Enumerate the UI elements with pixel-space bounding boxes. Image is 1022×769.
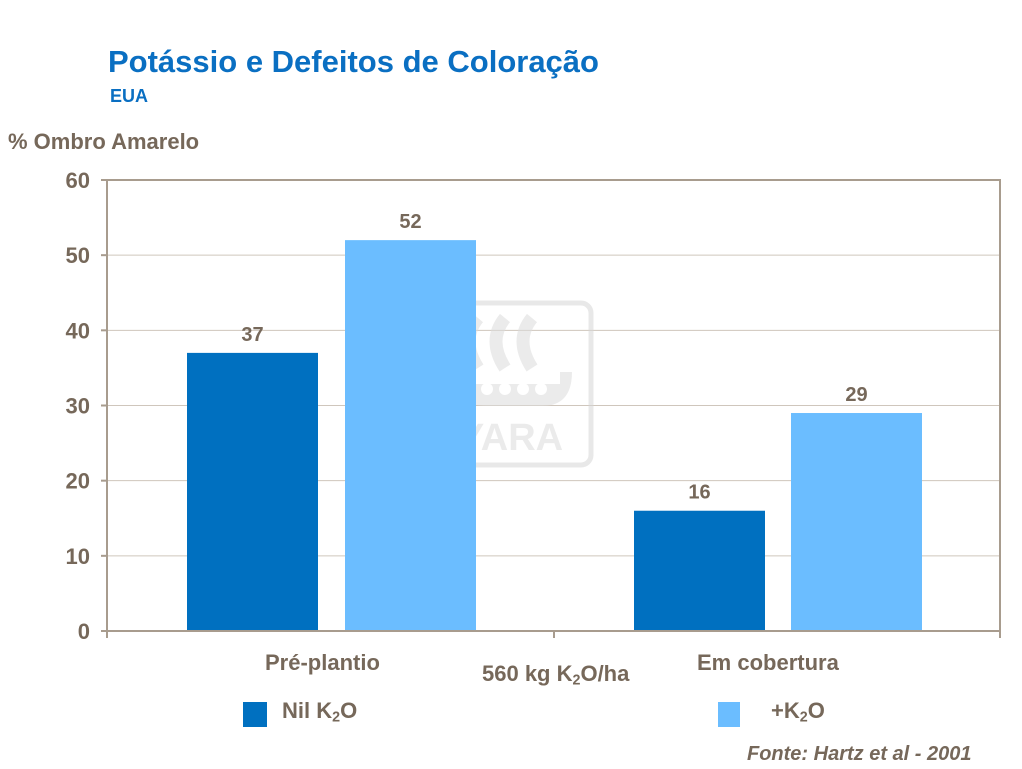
- legend-swatch-nil-k2o: [243, 702, 267, 727]
- category-label-em-cobertura: Em cobertura: [697, 650, 839, 675]
- data-label: 37: [241, 324, 263, 346]
- bar-nil-k2o-0: [187, 352, 318, 631]
- legend-text: +K: [771, 698, 800, 723]
- x-axis-label: 560 kg K2O/ha: [482, 661, 630, 689]
- chart-title: Potássio e Defeitos de Coloração: [108, 44, 599, 79]
- bar-plus-k2o-0: [345, 240, 476, 631]
- legend-text-end: O: [807, 698, 825, 723]
- bar-nil-k2o-1: [634, 510, 765, 631]
- legend-subscript: 2: [799, 709, 808, 726]
- y-axis-label: % Ombro Amarelo: [8, 129, 200, 154]
- legend-label-nil-k2o: Nil K2O: [282, 698, 358, 726]
- legend-text: Nil K: [282, 698, 333, 723]
- bar-plus-k2o-1: [791, 413, 922, 631]
- x-axis-label-text: 560 kg K: [482, 661, 573, 686]
- y-tick-label: 50: [66, 243, 90, 268]
- y-tick-label: 10: [66, 544, 90, 569]
- x-axis-label-subscript: 2: [572, 672, 581, 689]
- data-label: 52: [399, 211, 421, 233]
- y-tick-label: 30: [66, 394, 90, 419]
- source-note: Fonte: Hartz et al - 2001: [747, 743, 972, 765]
- category-label-pre-plantio: Pré-plantio: [265, 650, 380, 675]
- legend-label-plus-k2o: +K2O: [771, 698, 825, 726]
- logo-text: YARA: [459, 417, 563, 459]
- y-tick-label: 60: [66, 168, 90, 193]
- data-label: 29: [845, 384, 867, 406]
- legend-swatch-plus-k2o: [718, 702, 740, 727]
- legend-text-end: O: [340, 698, 358, 723]
- y-tick-label: 0: [78, 619, 90, 644]
- chart-subtitle: EUA: [110, 86, 149, 106]
- x-axis-label-text-end: O/ha: [580, 661, 630, 686]
- y-tick-label: 40: [66, 318, 90, 343]
- legend-subscript: 2: [332, 709, 341, 726]
- y-tick-label: 20: [66, 469, 90, 494]
- data-label: 16: [688, 482, 710, 504]
